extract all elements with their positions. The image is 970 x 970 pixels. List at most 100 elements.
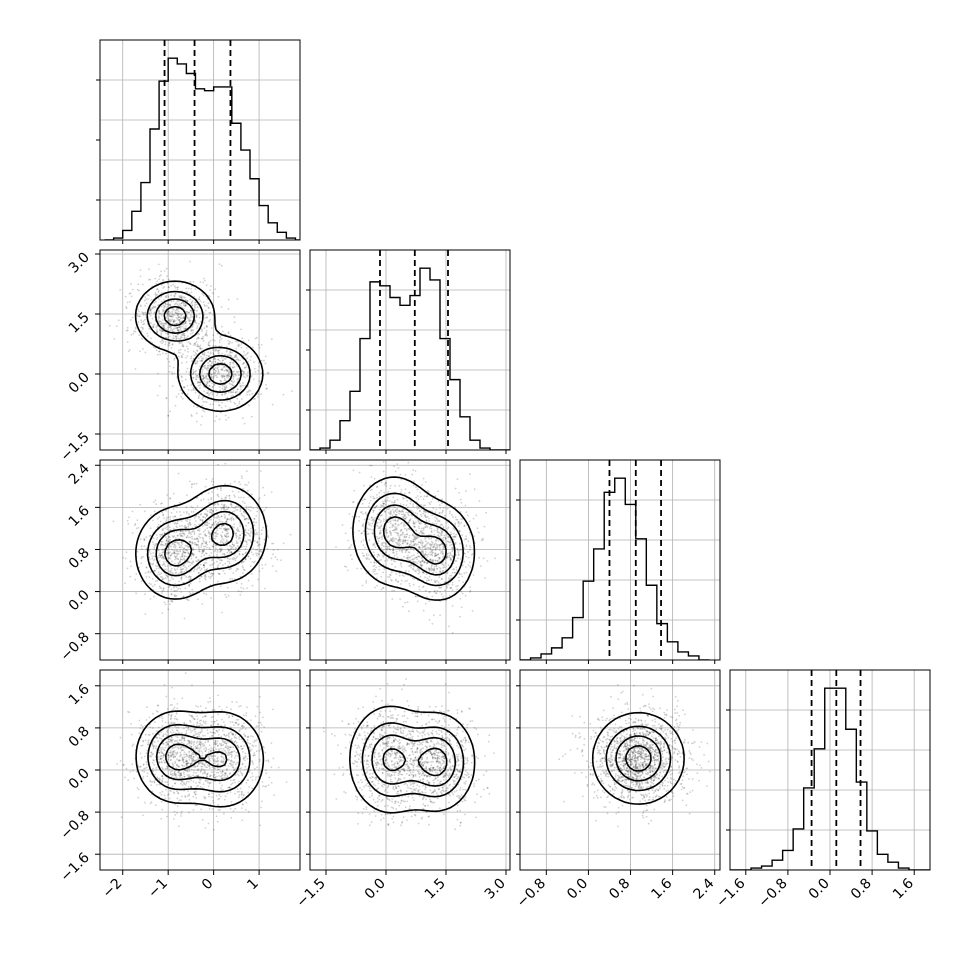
scatter-point (419, 513, 422, 516)
scatter-point (189, 582, 192, 585)
scatter-point (213, 374, 216, 377)
scatter-point (439, 567, 442, 570)
scatter-point (448, 541, 451, 544)
scatter-point (227, 560, 229, 563)
scatter-point (259, 543, 261, 546)
scatter-point (405, 529, 408, 532)
scatter-point (226, 369, 229, 372)
scatter-point (202, 377, 204, 380)
scatter-point (411, 473, 413, 476)
scatter-point (224, 529, 226, 531)
scatter-point (208, 522, 211, 525)
scatter-point (149, 553, 152, 555)
scatter-point (213, 758, 216, 761)
scatter-point (430, 525, 432, 527)
scatter-point (253, 398, 255, 400)
scatter-point (427, 489, 429, 492)
scatter-point (229, 334, 232, 337)
scatter-point (158, 350, 161, 353)
scatter-point (165, 516, 168, 519)
scatter-point (179, 549, 182, 552)
scatter-point (213, 517, 216, 519)
scatter-point (409, 543, 411, 546)
scatter-point (209, 360, 211, 363)
scatter-point (358, 529, 360, 532)
scatter-point (239, 593, 242, 596)
scatter-point (159, 533, 161, 536)
scatter-point (397, 543, 400, 546)
scatter-point (234, 354, 237, 357)
scatter-point (176, 329, 179, 331)
scatter-point (152, 585, 154, 588)
scatter-point (201, 549, 204, 551)
scatter-point (404, 517, 406, 520)
scatter-point (184, 320, 187, 323)
scatter-point (162, 287, 165, 289)
scatter-point (193, 530, 195, 532)
scatter-point (446, 553, 449, 556)
scatter-point (153, 510, 156, 513)
scatter-point (167, 344, 170, 347)
scatter-point (149, 571, 152, 574)
scatter-point (227, 528, 229, 531)
scatter-point (180, 571, 183, 574)
scatter-point (164, 568, 166, 571)
scatter-point (168, 361, 171, 363)
scatter-point (186, 549, 189, 552)
scatter-point (187, 560, 190, 562)
scatter-point (244, 384, 247, 387)
scatter-point (247, 390, 250, 393)
scatter-point (185, 536, 188, 539)
scatter-point (394, 537, 396, 540)
scatter-point (188, 561, 191, 564)
scatter-point (411, 558, 414, 561)
scatter-point (403, 522, 405, 524)
scatter-point (214, 549, 217, 552)
scatter-point (205, 540, 208, 543)
histogram-frame-2 (519, 459, 721, 661)
scatter-point (237, 538, 240, 540)
scatter-point (445, 521, 448, 524)
scatter-point (224, 535, 227, 538)
scatter-point (143, 539, 146, 542)
scatter-point (242, 382, 244, 384)
scatter-point (395, 579, 397, 582)
scatter-point (261, 564, 263, 566)
scatter-point (236, 530, 239, 532)
scatter-point (400, 478, 403, 481)
scatter-point (179, 313, 182, 315)
scatter-point (429, 548, 432, 551)
scatter-point (252, 507, 255, 510)
scatter-point (421, 550, 423, 553)
scatter-point (172, 527, 175, 530)
scatter-point (215, 400, 218, 403)
scatter-point (212, 510, 215, 512)
scatter-point (403, 575, 405, 577)
scatter-point (197, 545, 200, 548)
scatter-point (211, 385, 214, 388)
scatter-point (176, 300, 179, 302)
scatter-point (183, 534, 186, 536)
scatter-point (167, 415, 170, 417)
scatter-point (172, 320, 175, 322)
scatter-point (256, 541, 258, 544)
scatter-point (179, 535, 182, 537)
scatter-point (198, 577, 201, 580)
scatter-point (247, 579, 250, 582)
scatter-point (154, 565, 157, 567)
scatter-point (256, 507, 259, 510)
scatter-point (222, 506, 224, 509)
scatter-point (205, 375, 208, 378)
scatter-point (454, 571, 457, 574)
scatter-point (193, 482, 196, 485)
scatter-point (122, 556, 125, 559)
scatter-point (139, 315, 141, 318)
scatter-point (227, 373, 230, 376)
scatter-point (390, 579, 392, 581)
scatter-point (184, 555, 186, 558)
scatter-point (439, 570, 441, 572)
scatter-point (468, 520, 471, 523)
scatter-point (406, 548, 408, 551)
scatter-point (423, 514, 426, 517)
scatter-point (232, 389, 235, 392)
